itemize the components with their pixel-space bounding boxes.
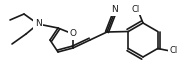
Text: O: O	[70, 29, 77, 39]
Text: N: N	[35, 20, 41, 28]
Text: N: N	[112, 5, 118, 15]
Text: Cl: Cl	[170, 46, 178, 55]
Text: Cl: Cl	[132, 4, 140, 14]
